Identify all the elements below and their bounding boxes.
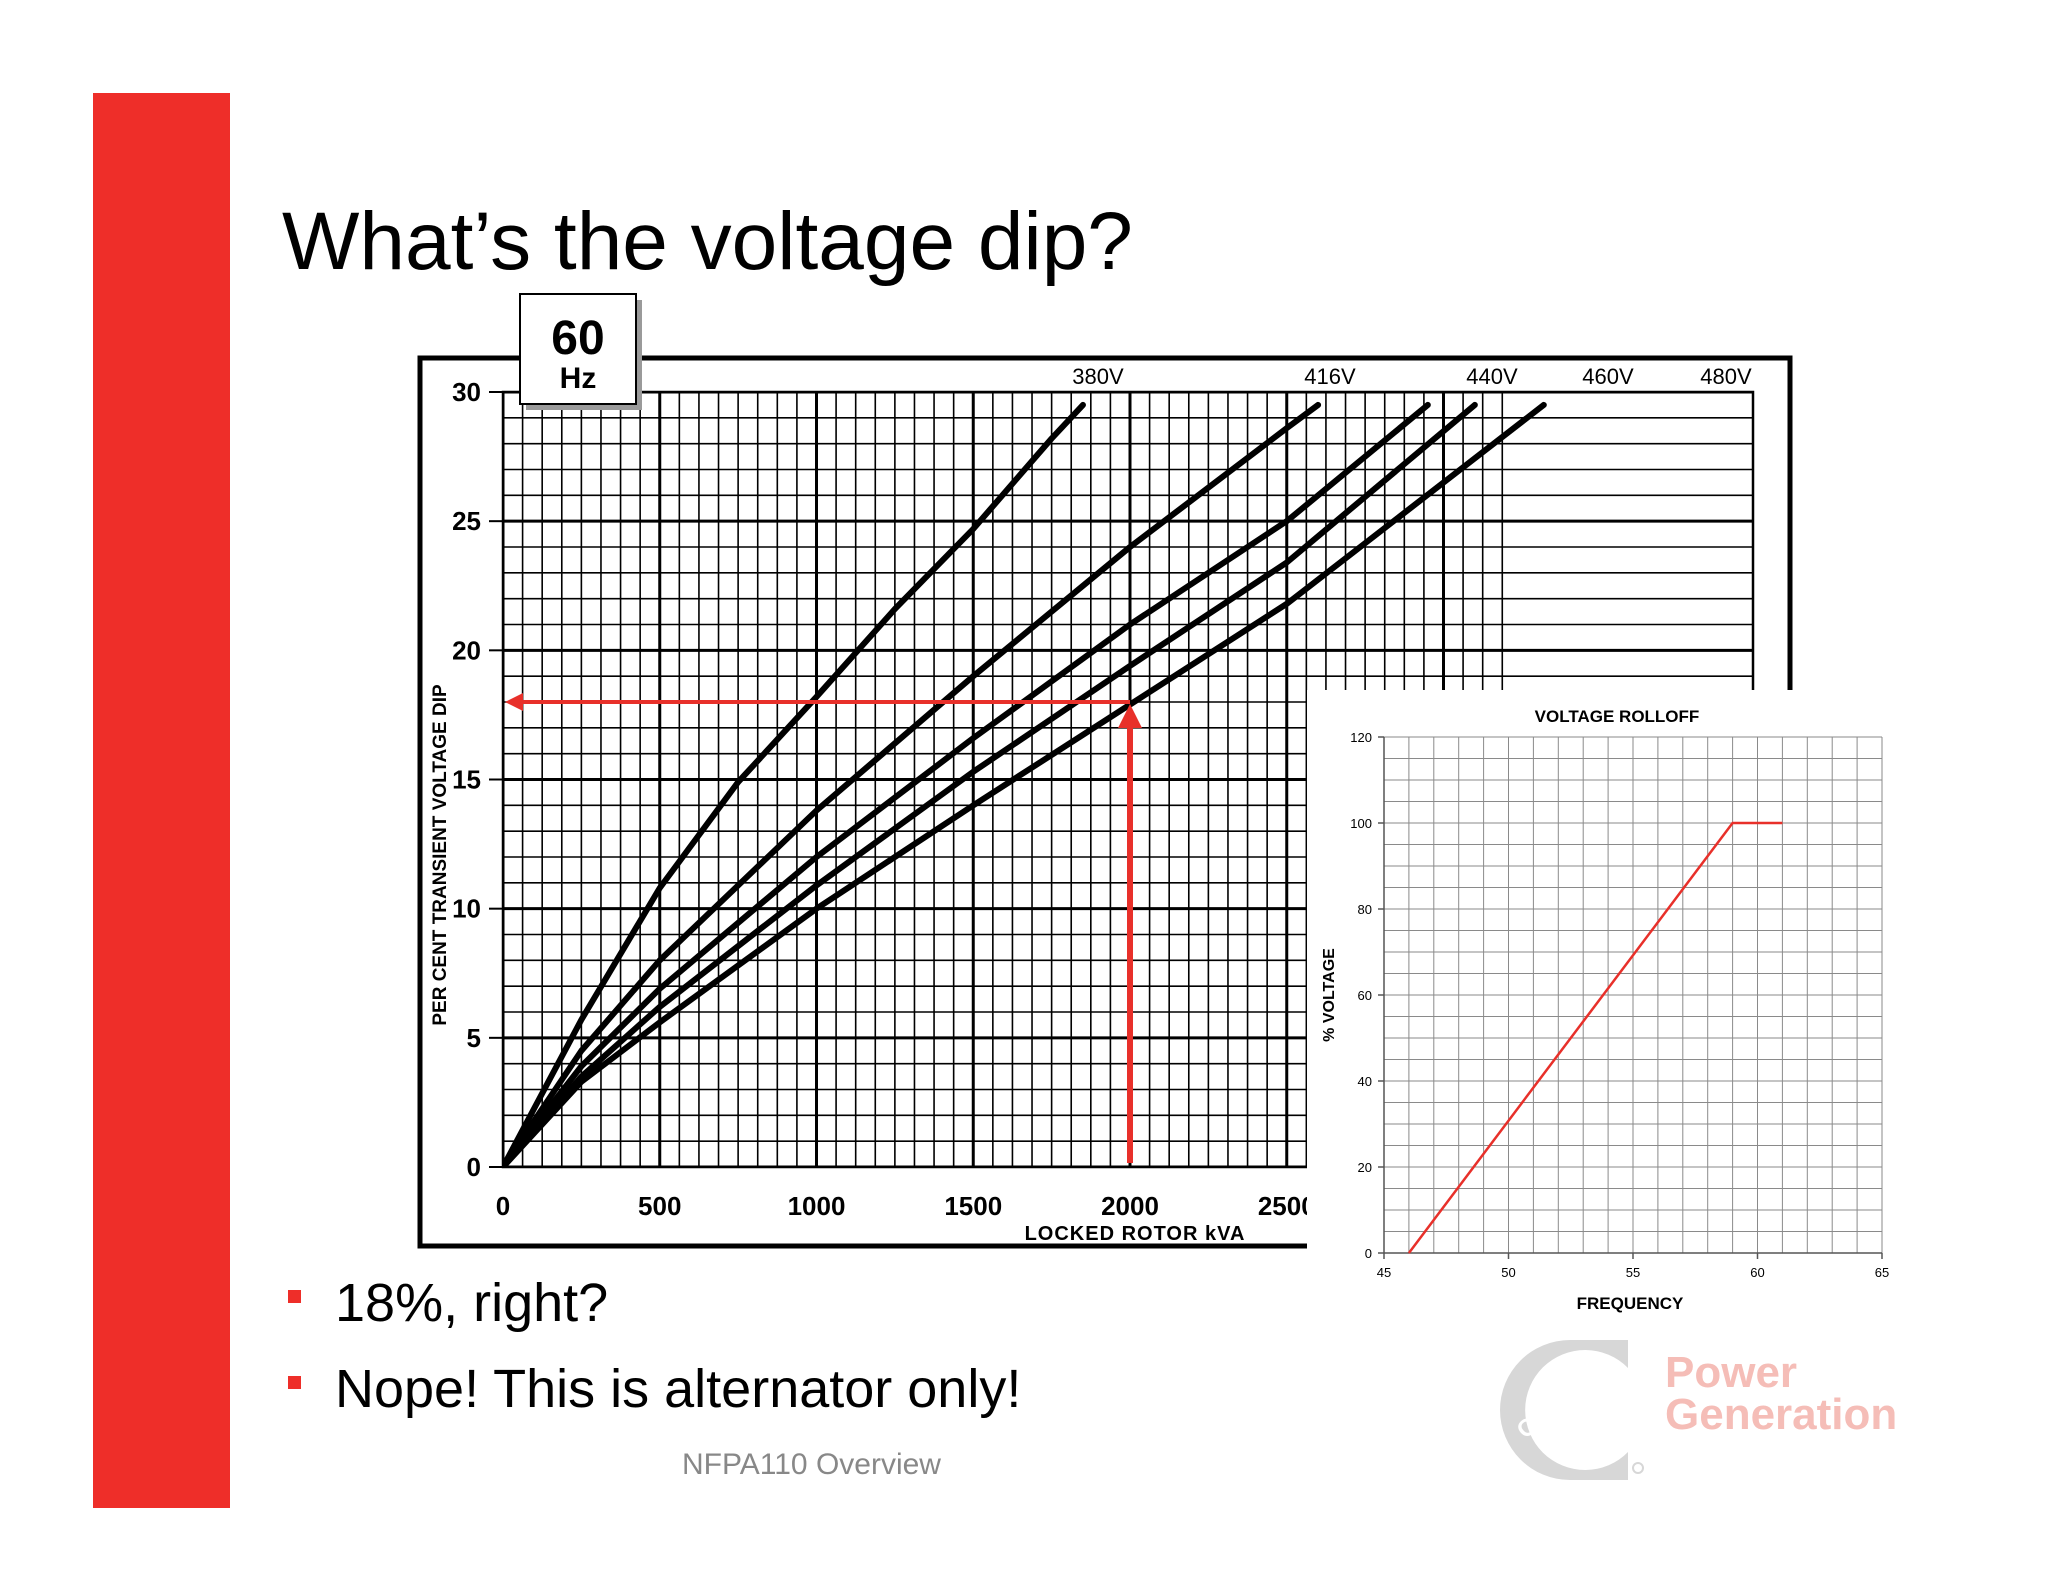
inset-background: [1307, 690, 1907, 1330]
logo-c-shape-icon: [1500, 1340, 1644, 1480]
bullet-square-icon: [288, 1290, 301, 1304]
inset-x-axis-label: FREQUENCY: [1577, 1294, 1684, 1313]
series-label: 480V: [1700, 364, 1752, 389]
series-line-380v: [503, 401, 1086, 1167]
series-line-460v: [503, 401, 1478, 1167]
logo-power-text: Power: [1665, 1348, 1798, 1397]
annotation-arrow-up-icon: [1118, 704, 1142, 728]
series-line-480v: [503, 401, 1547, 1167]
bullet-text: 18%, right?: [335, 1273, 609, 1333]
badge-box: [519, 293, 637, 405]
x-tick-label: 1500: [944, 1191, 1002, 1221]
inset-x-tick-label: 65: [1875, 1265, 1889, 1280]
inset-y-tick-label: 80: [1358, 902, 1372, 917]
y-tick-label: 0: [467, 1152, 481, 1182]
x-tick-label: 2500: [1258, 1191, 1316, 1221]
y-tick-label: 10: [452, 894, 481, 924]
annotation-arrow-left-icon: [505, 693, 523, 711]
slide-title: What’s the voltage dip?: [282, 196, 1133, 287]
x-tick-label: 1000: [788, 1191, 846, 1221]
inset-y-tick-label: 120: [1350, 730, 1372, 745]
badge-unit: Hz: [560, 362, 597, 395]
inset-y-axis-label: % VOLTAGE: [1321, 948, 1338, 1042]
bullet-item: 18%, right?: [288, 1272, 608, 1334]
y-tick-label: 5: [467, 1023, 481, 1053]
inset-y-tick-label: 0: [1365, 1246, 1372, 1261]
company-logo: Cummins Power Generation: [1500, 1340, 1940, 1480]
inset-y-tick-label: 20: [1358, 1160, 1372, 1175]
x-tick-label: 500: [638, 1191, 681, 1221]
y-tick-label: 20: [452, 635, 481, 665]
series-line-416v: [503, 401, 1322, 1167]
inset-x-tick-label: 60: [1750, 1265, 1764, 1280]
inset-y-tick-label: 60: [1358, 988, 1372, 1003]
inset-y-tick-label: 40: [1358, 1074, 1372, 1089]
series-label: 460V: [1582, 364, 1634, 389]
y-tick-label: 15: [452, 765, 481, 795]
accent-bar: [93, 93, 230, 1508]
inset-y-tick-label: 100: [1350, 816, 1372, 831]
inset-x-tick-label: 50: [1501, 1265, 1515, 1280]
logo-generation-text: Generation: [1665, 1390, 1898, 1439]
y-tick-label: 25: [452, 506, 481, 536]
y-axis-label: PER CENT TRANSIENT VOLTAGE DIP: [430, 684, 451, 1026]
inset-x-tick-label: 45: [1377, 1265, 1391, 1280]
bullet-square-icon: [288, 1376, 301, 1390]
inset-series-line: [1407, 821, 1783, 1254]
bullet-text: Nope! This is alternator only!: [335, 1359, 1022, 1419]
y-tick-label: 30: [452, 377, 481, 407]
badge-value: 60: [551, 312, 604, 365]
series-line-440v: [503, 401, 1431, 1167]
x-tick-label: 0: [496, 1191, 510, 1221]
inset-title: VOLTAGE ROLLOFF: [1535, 707, 1700, 726]
series-label: 380V: [1072, 364, 1124, 389]
bullet-item: Nope! This is alternator only!: [288, 1358, 1021, 1420]
inset-grid: [1383, 736, 1883, 1254]
series-label: 440V: [1466, 364, 1518, 389]
series-label: 416V: [1304, 364, 1356, 389]
x-tick-label: 2000: [1101, 1191, 1159, 1221]
series-group: [503, 401, 1547, 1167]
x-axis-label: LOCKED ROTOR kVA: [1025, 1223, 1246, 1245]
slide-footer: NFPA110 Overview: [682, 1448, 941, 1481]
inset-x-tick-label: 55: [1626, 1265, 1640, 1280]
